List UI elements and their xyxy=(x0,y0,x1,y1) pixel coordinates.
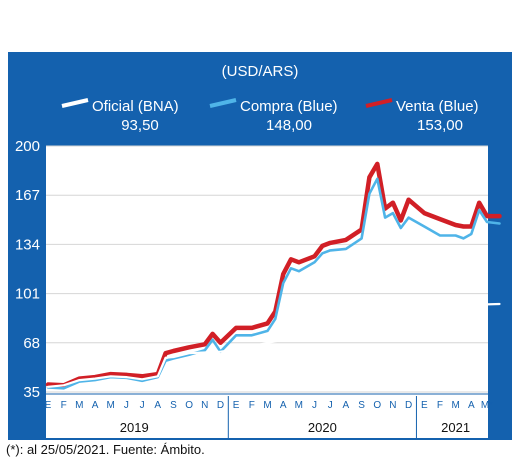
x-tick-label-25: F xyxy=(437,400,443,411)
x-tick-label-1: F xyxy=(61,400,67,411)
plot-area xyxy=(46,146,488,394)
series-line-venta xyxy=(45,161,502,388)
x-tick-label-21: O xyxy=(373,400,381,411)
x-tick-label-5: J xyxy=(124,400,129,411)
legend-label-oficial: Oficial (BNA) xyxy=(92,98,179,115)
x-tick-label-7: A xyxy=(154,400,161,411)
y-tick-label-167: 167 xyxy=(15,187,40,204)
x-tick-label-18: J xyxy=(328,400,333,411)
x-tick-label-8: S xyxy=(170,400,177,411)
x-tick-label-23: D xyxy=(405,400,412,411)
series-line-oficial xyxy=(46,302,501,388)
x-tick-label-12: E xyxy=(233,400,240,411)
x-tick-label-27: A xyxy=(468,400,475,411)
series-lines xyxy=(45,161,502,390)
x-tick-label-13: F xyxy=(249,400,255,411)
y-tick-label-200: 200 xyxy=(15,138,40,155)
x-tick-label-6: J xyxy=(140,400,145,411)
x-tick-label-24: E xyxy=(421,400,428,411)
x-tick-label-22: N xyxy=(389,400,396,411)
year-label-2019: 2019 xyxy=(120,420,149,435)
x-axis-year-labels: 2019 2020 2021 xyxy=(120,396,470,438)
x-tick-label-15: A xyxy=(280,400,287,411)
x-tick-label-11: D xyxy=(217,400,224,411)
x-tick-label-2: M xyxy=(75,400,83,411)
x-tick-label-9: O xyxy=(185,400,193,411)
year-label-2020: 2020 xyxy=(308,420,337,435)
x-tick-label-20: S xyxy=(358,400,365,411)
x-axis-band xyxy=(46,394,488,438)
x-tick-label-0: E xyxy=(45,400,52,411)
x-tick-label-17: J xyxy=(312,400,317,411)
chart-subtitle: (USD/ARS) xyxy=(222,63,299,80)
series-line-compra xyxy=(46,177,501,390)
x-tick-label-26: M xyxy=(451,400,459,411)
chart: Evolución Peso Argentino (USD/ARS) Ofici… xyxy=(8,9,512,440)
legend-value-oficial: 93,50 xyxy=(121,117,159,134)
legend: Oficial (BNA) 93,50 Compra (Blue) 148,00… xyxy=(61,98,479,134)
legend-swatch-compra xyxy=(209,98,237,108)
year-label-2021: 2021 xyxy=(441,420,470,435)
legend-swatch-oficial xyxy=(61,98,89,108)
x-tick-label-16: M xyxy=(295,400,303,411)
y-tick-label-134: 134 xyxy=(15,236,40,253)
legend-swatch-venta xyxy=(365,98,393,108)
x-tick-label-3: A xyxy=(92,400,99,411)
legend-item-oficial: Oficial (BNA) 93,50 xyxy=(61,98,179,134)
x-axis-month-labels: E F M A M J J A S O N D E F M A M J J A S O N D E F M A M* xyxy=(45,400,494,411)
chart-title: Evolución Peso Argentino xyxy=(95,9,425,42)
y-axis-ticks: 35 68 101 134 167 200 xyxy=(15,138,40,401)
legend-item-venta: Venta (Blue) 153,00 xyxy=(365,98,479,134)
y-tick-label-35: 35 xyxy=(23,384,40,401)
legend-item-compra: Compra (Blue) 148,00 xyxy=(209,98,338,134)
y-tick-label-68: 68 xyxy=(23,335,40,352)
source-footnote: (*): al 25/05/2021. Fuente: Ámbito. xyxy=(6,442,205,457)
legend-label-compra: Compra (Blue) xyxy=(240,98,338,115)
x-tick-label-10: N xyxy=(201,400,208,411)
x-tick-label-19: A xyxy=(343,400,350,411)
x-tick-label-28: M* xyxy=(481,400,493,411)
legend-label-venta: Venta (Blue) xyxy=(396,98,479,115)
legend-value-compra: 148,00 xyxy=(266,117,312,134)
y-tick-label-101: 101 xyxy=(15,286,40,303)
x-tick-label-14: M xyxy=(263,400,271,411)
legend-value-venta: 153,00 xyxy=(417,117,463,134)
x-tick-label-4: M xyxy=(107,400,115,411)
